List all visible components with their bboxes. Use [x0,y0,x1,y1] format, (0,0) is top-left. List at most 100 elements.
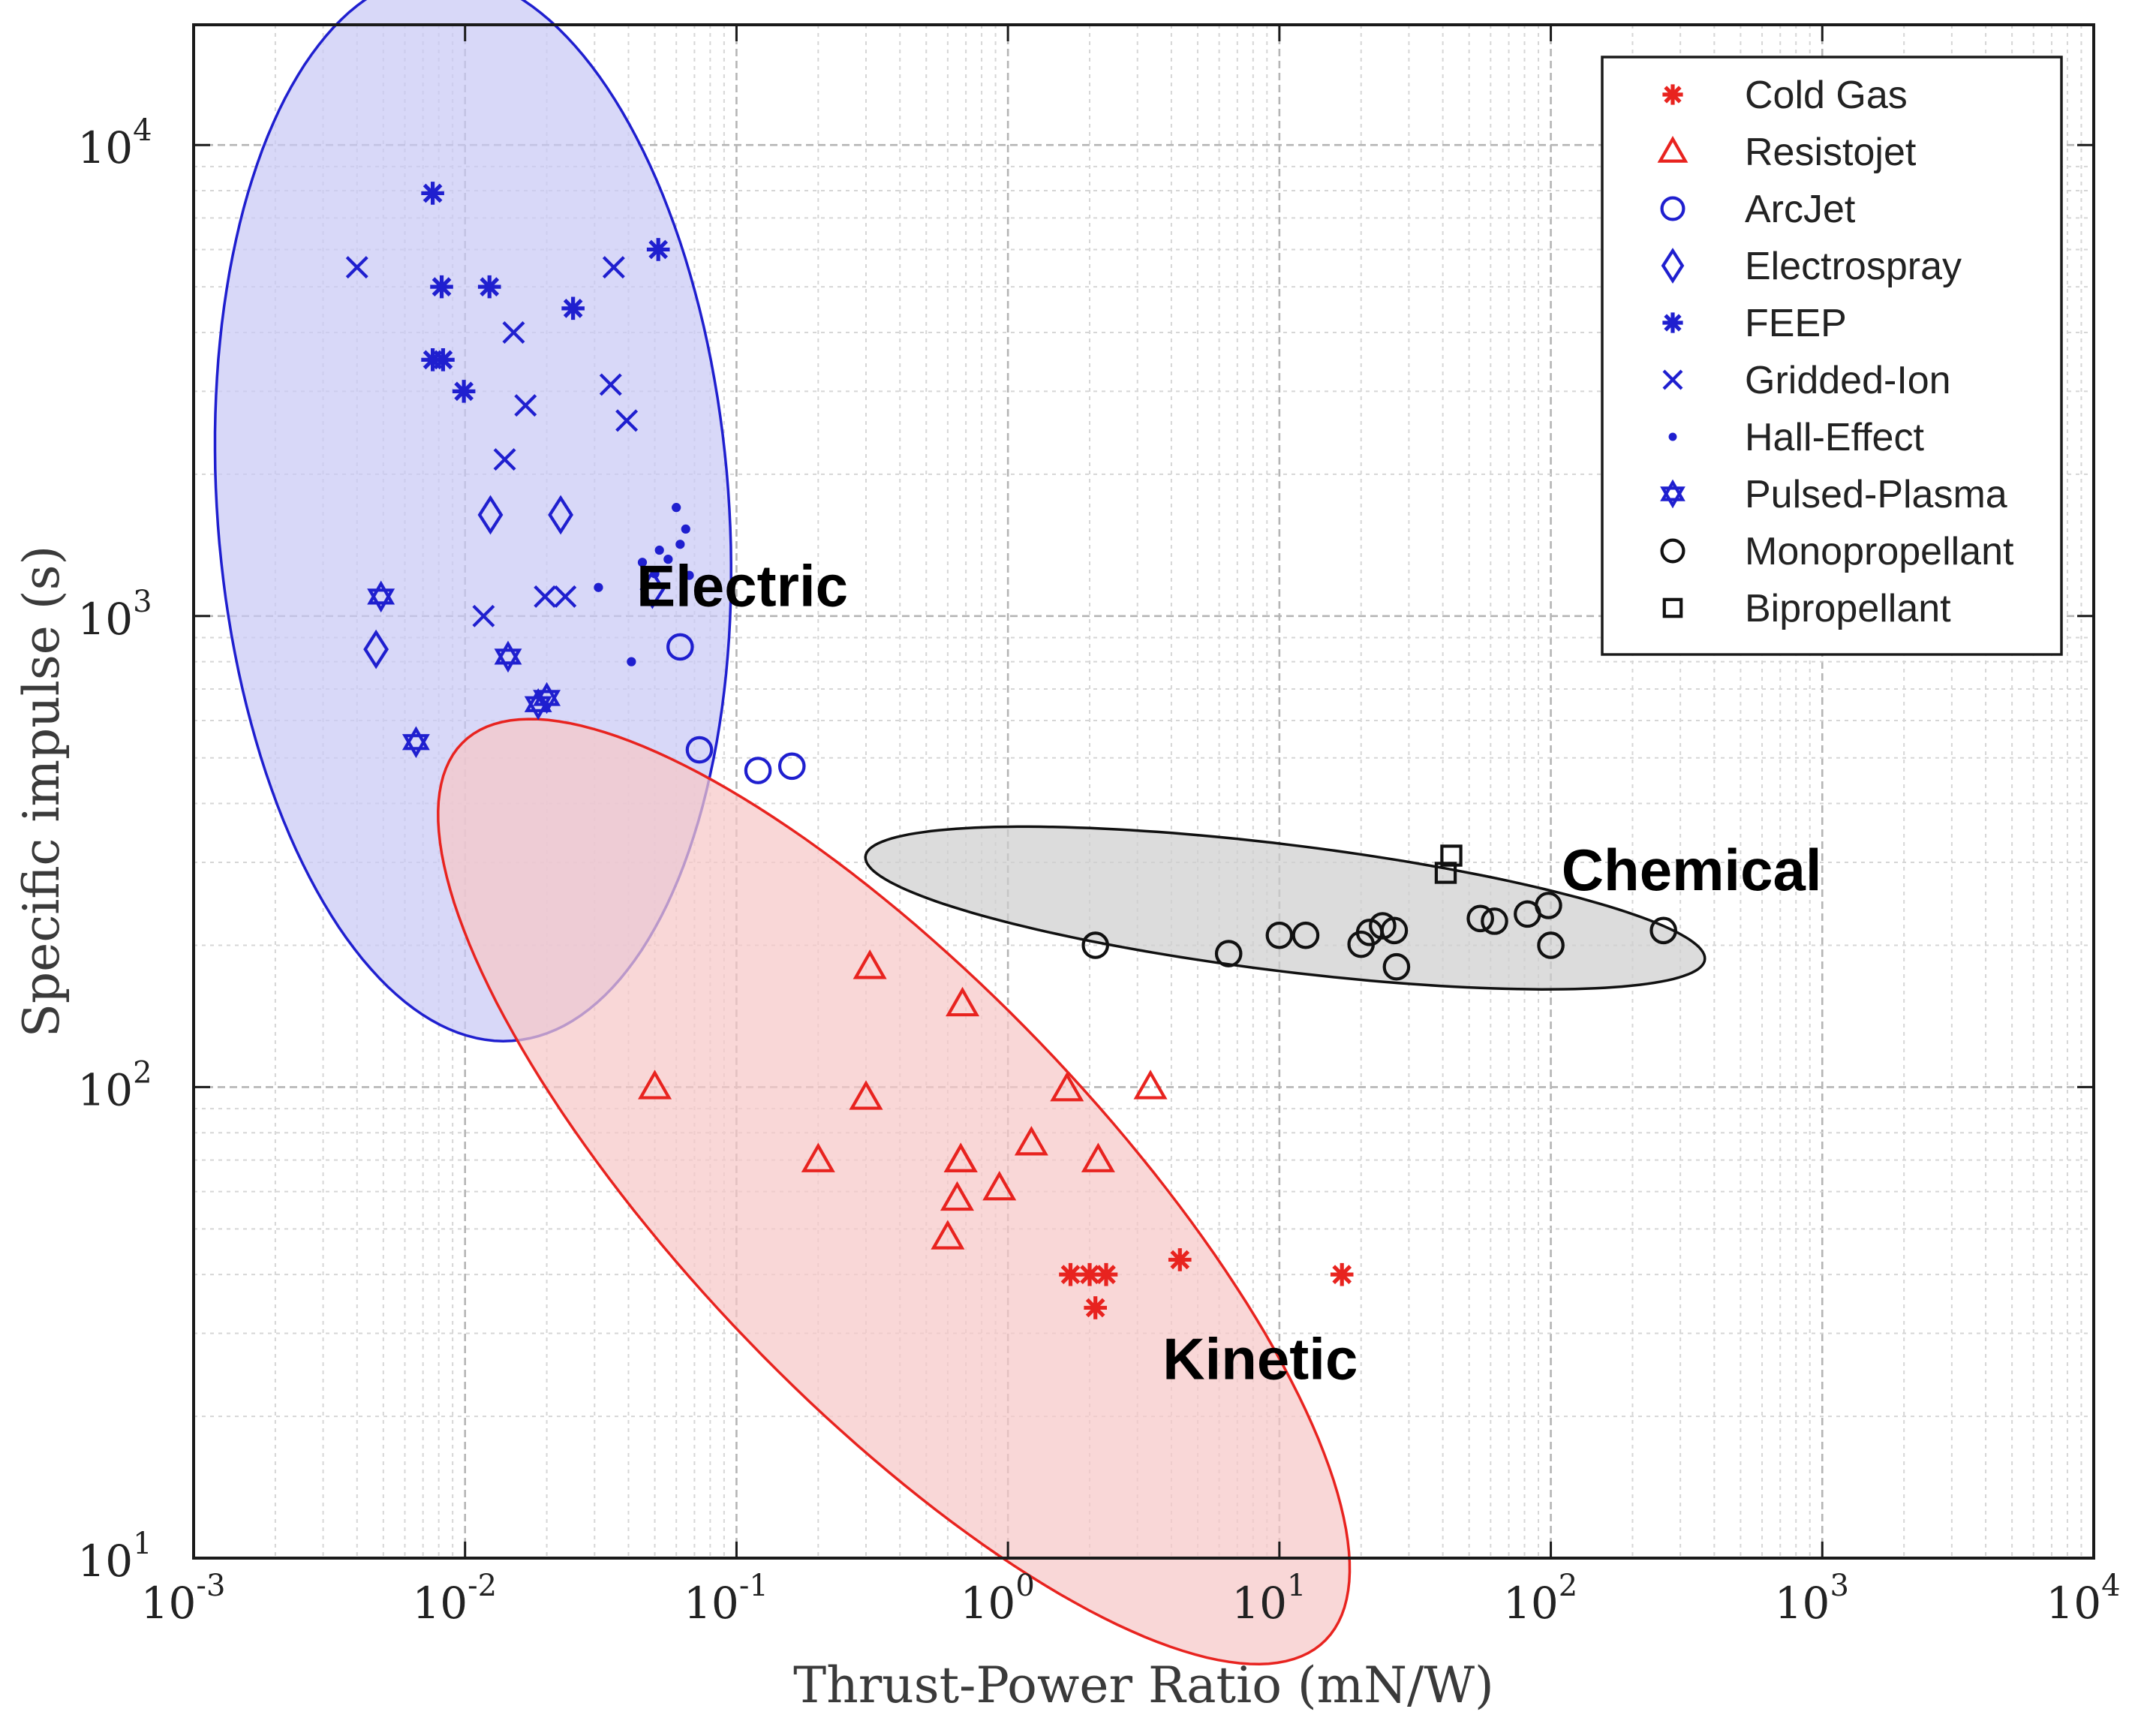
data-points [345,182,1677,1319]
legend-marker-gridded-ion [1662,369,1683,390]
series-cold-gas [1059,1248,1354,1319]
point-feep [452,380,476,403]
point-cold-gas [1168,1248,1192,1271]
point-gridded-ion [534,585,557,608]
legend-label-bipropellant: Bipropellant [1745,587,1951,630]
point-arcjet [666,633,694,661]
legend-marker-cold-gas [1662,84,1683,105]
point-monopropellant [1081,931,1109,959]
legend-marker-resistojet [1657,135,1688,163]
x-tick-label: 101 [1231,1569,1306,1629]
point-resistojet [849,1080,883,1110]
point-arcjet [744,757,772,784]
point-hall-effect [672,503,681,513]
point-monopropellant [1535,892,1562,919]
point-cold-gas [1094,1262,1118,1286]
point-resistojet [943,1142,978,1172]
point-feep [432,348,455,372]
legend-box [1601,56,2063,656]
x-tick-exponent: 2 [1559,1569,1577,1603]
group-ellipse-kinetic [437,718,1352,1665]
point-arcjet [685,736,714,764]
x-tick-exponent: 1 [1287,1569,1306,1603]
x-axis-label: Thrust-Power Ratio (mN/W) [793,1656,1494,1714]
legend-marker-monopropellant [1660,538,1685,564]
group-label-kinetic: Kinetic [1162,1325,1358,1392]
point-bipropellant [1434,862,1457,884]
point-resistojet [638,1070,672,1100]
point-gridded-ion [345,256,368,279]
legend-marker-bipropellant [1662,597,1683,618]
legend-label-feep: FEEP [1745,302,1847,345]
point-hall-effect [681,524,690,534]
x-tick-exponent: 4 [2101,1569,2120,1603]
point-pulsed-plasma [494,640,522,673]
series-pulsed-plasma [367,580,561,759]
point-feep [430,275,453,299]
legend-label-pulsed-plasma: Pulsed-Plasma [1745,473,2007,516]
point-arcjet [777,752,806,781]
group-ellipses [213,0,1706,1665]
x-tick-exponent: -3 [196,1569,225,1603]
point-hall-effect [654,545,664,555]
x-tick-exponent: 0 [1015,1569,1034,1603]
legend-label-resistojet: Resistojet [1745,131,1917,174]
point-gridded-ion [599,373,622,396]
point-electrospray [639,569,666,609]
point-monopropellant [1382,952,1411,981]
x-tick-exponent: 3 [1830,1569,1848,1603]
point-monopropellant [1380,916,1409,945]
y-tick-exponent: 2 [133,1055,152,1090]
point-cold-gas [1078,1262,1102,1286]
point-gridded-ion [502,320,525,344]
point-electrospray [548,495,573,535]
point-monopropellant [1481,907,1508,935]
point-feep [421,182,444,205]
point-monopropellant [1292,921,1320,949]
point-hall-effect [594,582,603,592]
point-resistojet [1050,1072,1084,1102]
point-gridded-ion [602,256,625,279]
point-hall-effect [650,569,660,579]
plot-border [192,23,2095,1560]
point-gridded-ion [472,604,495,627]
point-monopropellant [1214,940,1243,967]
y-tick-exponent: 4 [133,113,152,148]
point-cold-gas [1059,1262,1082,1286]
point-resistojet [946,986,980,1017]
point-feep [477,275,501,299]
point-monopropellant [1466,904,1494,933]
legend-marker-hall-effect [1668,432,1677,441]
point-gridded-ion [493,448,516,471]
point-pulsed-plasma [533,681,561,715]
y-tick-exponent: 3 [133,585,152,619]
point-feep [561,296,585,320]
point-resistojet [1081,1142,1115,1172]
point-monopropellant [1649,916,1677,945]
point-hall-effect [675,540,685,549]
legend-marker-feep [1662,312,1683,333]
y-axis-label: Specific impulse (s) [13,546,71,1037]
point-bipropellant [1440,844,1463,867]
point-resistojet [931,1220,965,1250]
legend: Cold Gas Resistojet ArcJet Electrospray FEEP… [1601,56,2063,656]
point-resistojet [801,1142,835,1172]
legend-marker-electrospray [1661,248,1685,284]
y-tick-exponent: 1 [133,1527,152,1561]
point-feep [646,238,670,261]
point-hall-effect [627,657,636,666]
x-tick-exponent: -2 [468,1569,497,1603]
x-tick-label: 102 [1503,1569,1577,1629]
series-bipropellant [1434,844,1463,884]
x-tick-exponent: -1 [739,1569,768,1603]
legend-label-monopropellant: Monopropellant [1745,530,2014,573]
group-label-electric: Electric [636,553,848,619]
point-gridded-ion [514,394,537,417]
point-resistojet [852,949,887,979]
group-ellipse-chemical [864,825,1706,991]
group-label-chemical: Chemical [1562,837,1822,903]
series-arcjet [666,633,806,784]
legend-marker-arcjet [1660,196,1685,221]
point-resistojet [1014,1126,1048,1156]
point-cold-gas [1084,1296,1107,1319]
